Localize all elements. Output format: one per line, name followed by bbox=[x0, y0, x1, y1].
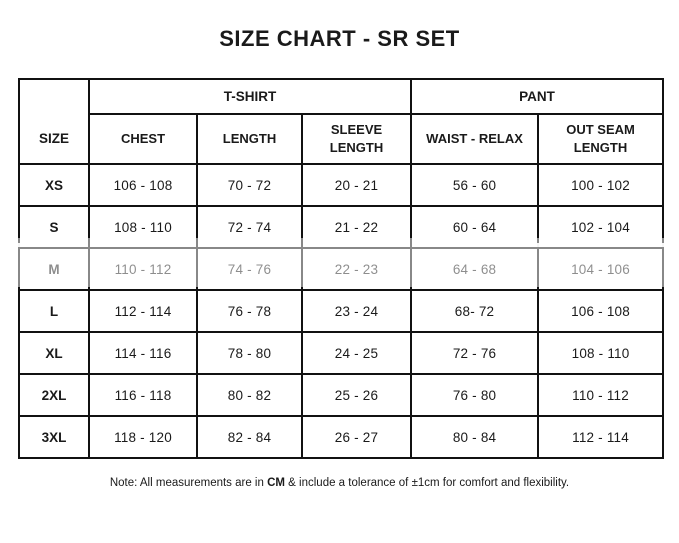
note-suffix: & include a tolerance of ±1cm for comfor… bbox=[284, 477, 570, 489]
measurement-cell-sleeve_length: 20 - 21 bbox=[300, 163, 413, 207]
measurement-cell-sleeve_length: 23 - 24 bbox=[300, 289, 413, 333]
size-label: 2XL bbox=[18, 373, 90, 417]
table-row: 3XL 118 - 120 82 - 84 26 - 27 80 - 84 112 - 1… bbox=[18, 415, 665, 459]
measurement-cell-chest: 108 - 110 bbox=[88, 205, 198, 249]
page-title: SIZE CHART - SR SET bbox=[219, 26, 460, 51]
sleeve-length-column-header: SLEEVE LENGTH bbox=[300, 113, 413, 165]
measurement-cell-sleeve_length: 25 - 26 bbox=[300, 373, 413, 417]
measurement-cell-out_seam_length: 108 - 110 bbox=[537, 331, 665, 375]
measurement-cell-out_seam_length: 110 - 112 bbox=[537, 373, 665, 417]
size-label: XS bbox=[18, 163, 90, 207]
table-row: L 112 - 114 76 - 78 23 - 24 68- 72 106 - 108 bbox=[18, 289, 665, 333]
table-row: S 108 - 110 72 - 74 21 - 22 60 - 64 102 - 104 bbox=[18, 205, 665, 249]
measurement-cell-chest: 118 - 120 bbox=[88, 415, 198, 459]
measurement-cell-waist_relax: 68- 72 bbox=[410, 289, 540, 333]
measurement-cell-chest: 112 - 114 bbox=[88, 289, 198, 333]
measurement-cell-waist_relax: 64 - 68 bbox=[410, 247, 540, 291]
measurement-note: Note: All measurements are in CM & inclu… bbox=[0, 477, 679, 489]
measurement-cell-out_seam_length: 104 - 106 bbox=[537, 247, 665, 291]
measurement-cell-sleeve_length: 21 - 22 bbox=[300, 205, 413, 249]
waist-relax-column-header: WAIST - RELAX bbox=[410, 113, 540, 165]
size-label: S bbox=[18, 205, 90, 249]
size-column-header: SIZE bbox=[18, 78, 90, 165]
tshirt-group-header: T-SHIRT bbox=[87, 78, 413, 115]
measurement-cell-out_seam_length: 112 - 114 bbox=[537, 415, 665, 459]
header-group-row: SIZE T-SHIRT PANT bbox=[18, 78, 665, 165]
measurement-cell-waist_relax: 76 - 80 bbox=[410, 373, 540, 417]
measurement-cell-waist_relax: 60 - 64 bbox=[410, 205, 540, 249]
measurement-cell-sleeve_length: 24 - 25 bbox=[300, 331, 413, 375]
measurement-cell-length: 74 - 76 bbox=[196, 247, 303, 291]
size-chart-table-container: SIZE T-SHIRT PANT CHEST LENGTH SLEEVE LE… bbox=[18, 78, 665, 459]
note-prefix: Note: All measurements are in bbox=[109, 477, 268, 489]
size-chart-table: SIZE T-SHIRT PANT CHEST LENGTH SLEEVE LE… bbox=[18, 78, 665, 459]
size-label: L bbox=[18, 289, 90, 333]
measurement-cell-chest: 110 - 112 bbox=[88, 247, 198, 291]
measurement-cell-length: 72 - 74 bbox=[196, 205, 303, 249]
measurement-cell-length: 76 - 78 bbox=[196, 289, 303, 333]
size-label: M bbox=[18, 247, 90, 291]
table-row: 2XL 116 - 118 80 - 82 25 - 26 76 - 80 110 - 1… bbox=[18, 373, 665, 417]
chest-column-header: CHEST bbox=[88, 113, 198, 165]
measurement-cell-length: 78 - 80 bbox=[196, 331, 303, 375]
measurement-cell-chest: 114 - 116 bbox=[88, 331, 198, 375]
measurement-cell-waist_relax: 56 - 60 bbox=[410, 163, 540, 207]
table-row: M 110 - 112 74 - 76 22 - 23 64 - 68 104 - 106 bbox=[18, 247, 665, 291]
measurement-cell-length: 70 - 72 bbox=[196, 163, 303, 207]
measurement-cell-length: 80 - 82 bbox=[196, 373, 303, 417]
size-table-body: XS 106 - 108 70 - 72 20 - 21 56 - 60 100 - 10… bbox=[18, 163, 665, 459]
size-label: XL bbox=[18, 331, 90, 375]
table-row: XL 114 - 116 78 - 80 24 - 25 72 - 76 108 - 11… bbox=[18, 331, 665, 375]
measurement-cell-chest: 116 - 118 bbox=[88, 373, 198, 417]
measurement-cell-waist_relax: 80 - 84 bbox=[410, 415, 540, 459]
note-unit: CM bbox=[267, 477, 285, 489]
measurement-cell-sleeve_length: 26 - 27 bbox=[300, 415, 413, 459]
measurement-cell-length: 82 - 84 bbox=[196, 415, 303, 459]
size-label: 3XL bbox=[18, 415, 90, 459]
pant-group-header: PANT bbox=[410, 78, 665, 115]
header-columns-row: CHEST LENGTH SLEEVE LENGTH WAIST - RELAX… bbox=[19, 113, 665, 165]
length-column-header: LENGTH bbox=[196, 113, 303, 165]
measurement-cell-sleeve_length: 22 - 23 bbox=[300, 247, 413, 291]
measurement-cell-out_seam_length: 102 - 104 bbox=[537, 205, 665, 249]
out-seam-length-column-header: OUT SEAM LENGTH bbox=[537, 113, 665, 165]
measurement-cell-waist_relax: 72 - 76 bbox=[410, 331, 540, 375]
measurement-cell-chest: 106 - 108 bbox=[88, 163, 198, 207]
measurement-cell-out_seam_length: 106 - 108 bbox=[537, 289, 665, 333]
measurement-cell-out_seam_length: 100 - 102 bbox=[537, 163, 665, 207]
table-row: XS 106 - 108 70 - 72 20 - 21 56 - 60 100 - 10… bbox=[18, 163, 665, 207]
